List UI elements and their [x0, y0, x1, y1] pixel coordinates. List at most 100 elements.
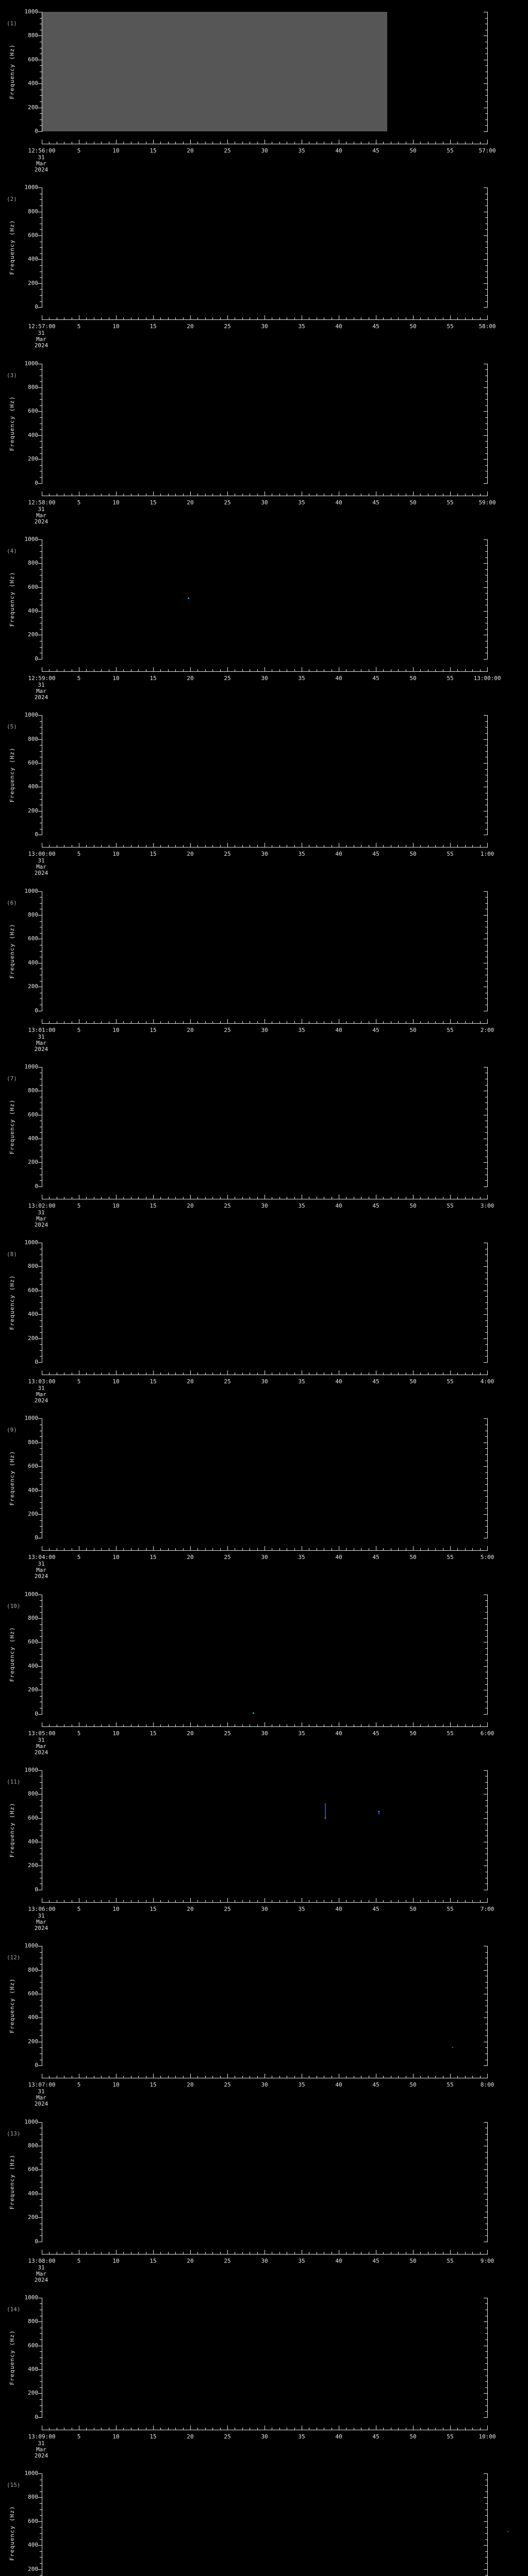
- x-tick-label: 35: [298, 147, 305, 154]
- y-major-tick: [484, 2122, 487, 2123]
- y-tick-label: 0: [35, 1359, 38, 1366]
- y-tick-label: 1000: [24, 2118, 39, 2125]
- x-major-tick: [227, 491, 228, 496]
- x-major-tick: [487, 140, 488, 144]
- y-minor-tick: [485, 721, 487, 722]
- x-major-tick: [227, 2425, 228, 2430]
- y-minor-tick: [485, 2151, 487, 2153]
- y-axis-title: Frequency (Hz): [9, 923, 15, 978]
- y-major-tick: [38, 1514, 42, 1515]
- x-tick-label: 10: [112, 2081, 120, 2089]
- x-minor-tick: [472, 1548, 473, 1551]
- x-minor-tick: [398, 317, 399, 320]
- y-minor-tick: [40, 599, 42, 600]
- x-tick-label: 20: [187, 1554, 194, 1561]
- x-tick-label: 40: [335, 1554, 342, 1561]
- x-minor-tick: [175, 1900, 176, 1902]
- x-minor-tick: [242, 669, 243, 671]
- x-minor-tick: [197, 493, 199, 496]
- x-minor-tick: [123, 1021, 124, 1023]
- x-minor-tick: [480, 1900, 481, 1902]
- x-tick-label: 15: [150, 499, 157, 506]
- x-major-tick: [190, 2425, 191, 2430]
- x-axis-ruler: [42, 1902, 488, 1903]
- x-minor-tick: [101, 142, 102, 144]
- x-tick-label: 5: [77, 1202, 81, 1209]
- x-tick-label: 10: [112, 1202, 120, 1209]
- x-start-time-label: 13:07:00: [28, 2081, 56, 2089]
- x-minor-tick: [480, 317, 481, 320]
- x-minor-tick: [257, 1900, 258, 1902]
- x-minor-tick: [257, 669, 258, 671]
- x-tick-label: 15: [150, 147, 157, 154]
- y-axis-right: [487, 188, 488, 308]
- x-minor-tick: [242, 1372, 243, 1375]
- y-minor-tick: [485, 903, 487, 904]
- event-line-mark: [325, 1803, 326, 1819]
- x-tick-label: 5: [77, 323, 81, 330]
- spectrogram-panel: (13) Frequency (Hz) 0 200 400 600 800 1000 5 10 15…: [0, 2110, 528, 2286]
- y-major-tick: [38, 483, 42, 484]
- x-axis-date-line: 31: [38, 2088, 45, 2095]
- y-tick-label: 400: [28, 959, 38, 966]
- spectrogram-panel: (10) Frequency (Hz) 0 200 400 600 800 1000 5 10 15…: [0, 1582, 528, 1758]
- x-major-tick: [116, 2425, 117, 2430]
- x-minor-tick: [212, 2076, 213, 2078]
- x-major-tick: [190, 140, 191, 144]
- x-minor-tick: [383, 1021, 384, 1023]
- y-axis-title: Frequency (Hz): [9, 219, 15, 275]
- x-minor-tick: [420, 2251, 421, 2254]
- x-minor-tick: [220, 2251, 221, 2254]
- x-tick-label: 10: [112, 1554, 120, 1561]
- x-major-tick: [227, 1194, 228, 1199]
- y-minor-tick: [485, 295, 487, 296]
- y-minor-tick: [485, 1677, 487, 1679]
- spectrogram-panel: (8) Frequency (Hz) 0 200 400 600 800 1000 5 10 15 2…: [0, 1231, 528, 1407]
- x-minor-tick: [205, 2076, 206, 2078]
- x-minor-tick: [123, 1724, 124, 1726]
- x-minor-tick: [465, 2427, 466, 2430]
- y-major-tick: [484, 1466, 487, 1467]
- x-minor-tick: [160, 493, 161, 496]
- y-axis-right: [487, 539, 488, 659]
- y-major-tick: [38, 2369, 42, 2370]
- y-major-tick: [484, 307, 487, 308]
- y-minor-tick: [485, 2387, 487, 2388]
- y-major-tick: [484, 83, 487, 84]
- y-axis-title: Frequency (Hz): [9, 571, 15, 627]
- x-minor-tick: [435, 317, 436, 320]
- x-minor-tick: [457, 1372, 458, 1375]
- y-tick-label: 600: [28, 2166, 38, 2173]
- y-minor-tick: [485, 465, 487, 466]
- y-tick-label: 1000: [24, 887, 39, 894]
- x-minor-tick: [160, 317, 161, 320]
- panel-index-label: (2): [7, 196, 17, 203]
- x-minor-tick: [457, 2427, 458, 2430]
- y-major-tick: [484, 259, 487, 260]
- x-minor-tick: [480, 2076, 481, 2078]
- x-minor-tick: [457, 1900, 458, 1902]
- y-minor-tick: [485, 1788, 487, 1789]
- x-minor-tick: [168, 1021, 169, 1023]
- x-tick-label: 20: [187, 2433, 194, 2440]
- x-major-tick: [190, 315, 191, 320]
- y-minor-tick: [40, 933, 42, 934]
- x-minor-tick: [472, 845, 473, 848]
- x-tick-label: 15: [150, 323, 157, 330]
- x-major-tick: [487, 2425, 488, 2430]
- y-minor-tick: [485, 617, 487, 618]
- x-minor-tick: [123, 2076, 124, 2078]
- y-tick-label: 800: [28, 911, 38, 918]
- x-major-tick: [227, 140, 228, 144]
- y-major-tick: [484, 2393, 487, 2394]
- y-major-tick: [38, 259, 42, 260]
- x-minor-tick: [457, 1724, 458, 1726]
- y-minor-tick: [40, 289, 42, 290]
- x-axis-date-line: Mar: [36, 336, 46, 343]
- x-minor-tick: [294, 142, 295, 144]
- x-tick-label: 50: [409, 1202, 417, 1209]
- y-major-tick: [38, 1418, 42, 1419]
- y-major-tick: [38, 587, 42, 588]
- x-minor-tick: [123, 1548, 124, 1551]
- y-minor-tick: [485, 125, 487, 126]
